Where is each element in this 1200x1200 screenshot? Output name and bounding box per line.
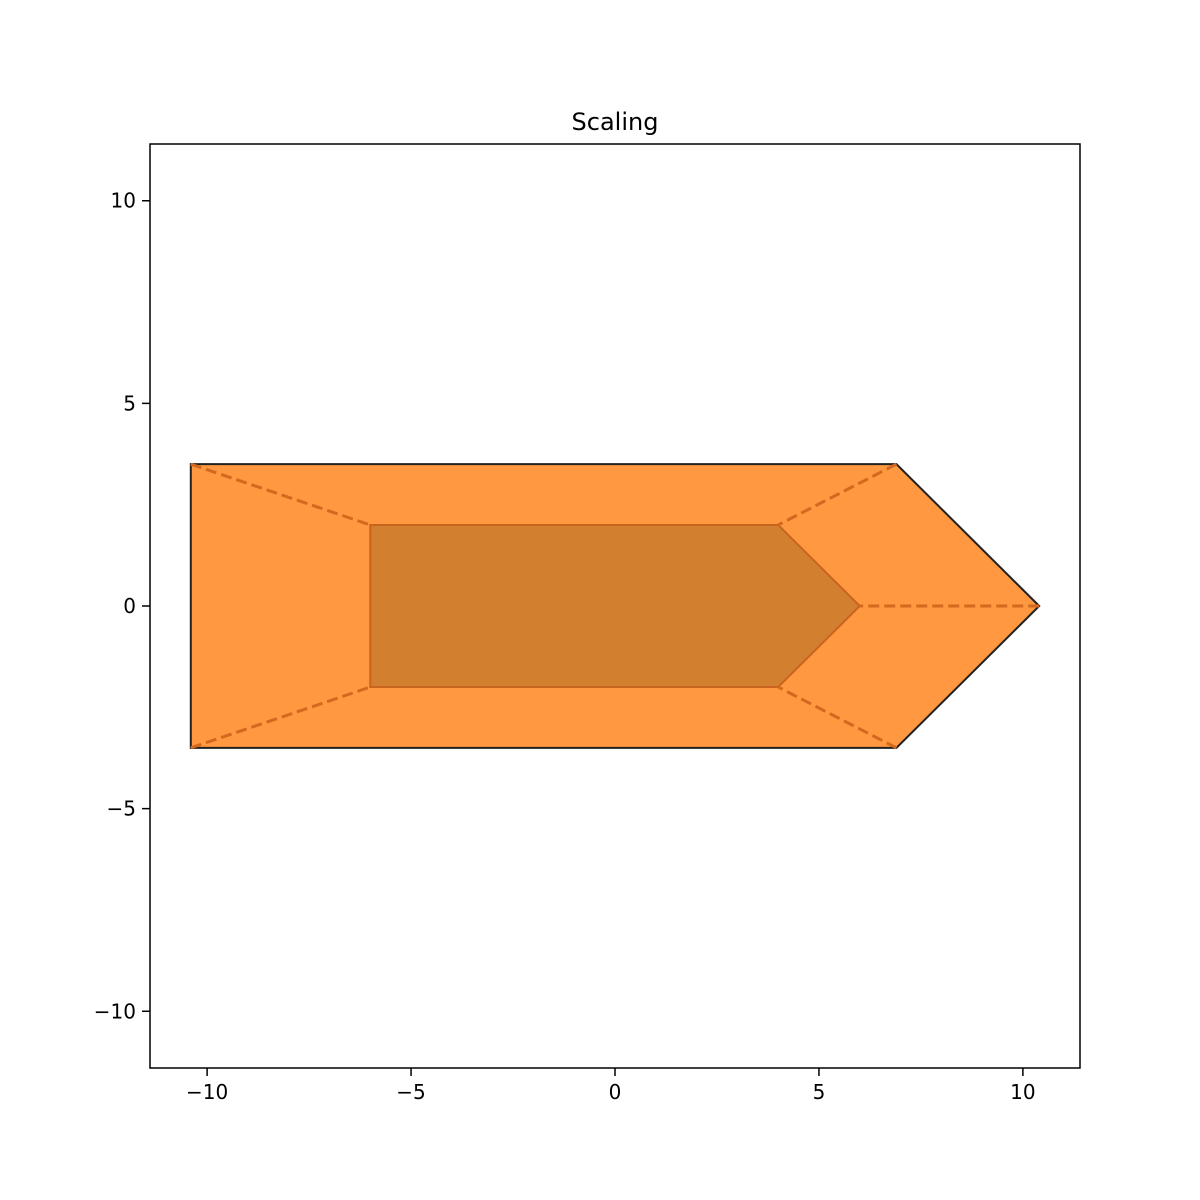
chart-title: Scaling (572, 108, 659, 136)
x-tick-label: 10 (1010, 1080, 1035, 1104)
scaling-line-3 (777, 685, 898, 750)
y-tick-label: −5 (107, 797, 136, 821)
y-tick-label: 0 (123, 594, 136, 618)
y-tick-label: −10 (94, 999, 136, 1023)
x-tick-label: 5 (813, 1080, 826, 1104)
y-axis: −10 −5 0 5 10 (94, 189, 150, 1023)
y-tick-label: 10 (111, 189, 136, 213)
x-tick-label: 0 (609, 1080, 622, 1104)
scaling-line-1 (777, 462, 898, 527)
x-axis: −10 −5 0 5 10 (186, 1068, 1036, 1104)
x-tick-label: −5 (396, 1080, 425, 1104)
x-tick-label: −10 (186, 1080, 228, 1104)
original-polygon (369, 523, 862, 689)
y-tick-label: 5 (123, 391, 136, 415)
plot-area (189, 462, 1041, 750)
